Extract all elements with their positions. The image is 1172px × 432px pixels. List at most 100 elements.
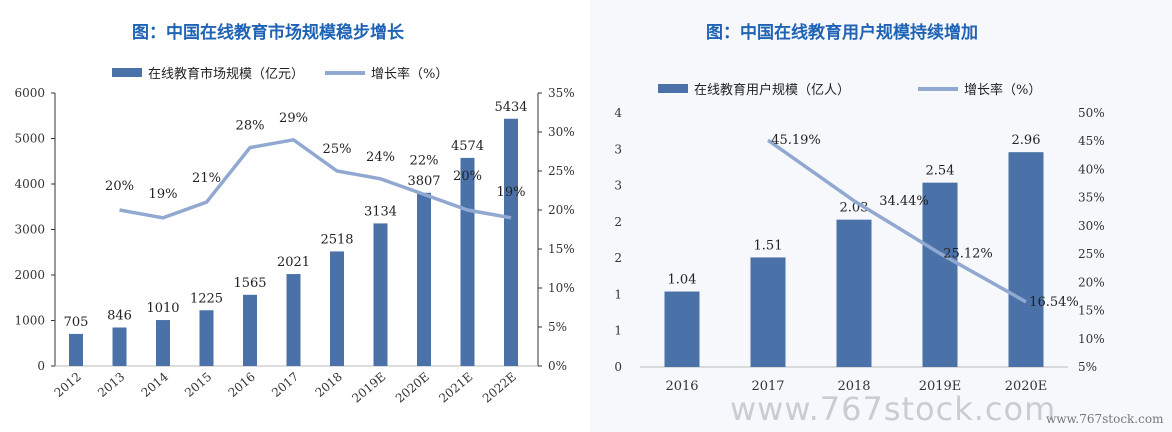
left-tick-label: 2 xyxy=(614,251,622,265)
right-tick-label: 45% xyxy=(1078,134,1105,148)
right-tick-label: 10% xyxy=(1078,332,1105,346)
left-tick-label: 4000 xyxy=(14,177,45,191)
left-tick-label: 1000 xyxy=(14,314,45,328)
growth-rate-label: 19% xyxy=(149,187,178,202)
x-tick-label: 2019E xyxy=(919,379,962,394)
bar-2017 xyxy=(750,257,786,367)
bar-2019E xyxy=(922,182,958,367)
bar-2020E xyxy=(1008,152,1044,367)
x-tick-label: 2013 xyxy=(95,370,127,400)
growth-rate-label: 45.19% xyxy=(771,133,821,148)
bar-value-label: 2.96 xyxy=(1012,133,1041,148)
growth-rate-label: 16.54% xyxy=(1029,295,1079,310)
right-tick-label: 10% xyxy=(548,281,575,295)
legend-line-label: 增长率（%） xyxy=(964,82,1041,98)
right-tick-label: 15% xyxy=(548,242,575,256)
legend-bar-label: 在线教育市场规模（亿元） xyxy=(148,66,304,82)
bar-value-label: 3807 xyxy=(407,174,440,189)
left-tick-label: 3 xyxy=(614,142,622,156)
x-tick-label: 2020E xyxy=(1005,379,1048,394)
bar-value-label: 705 xyxy=(64,315,89,330)
bar-value-label: 1225 xyxy=(190,291,223,306)
right-tick-label: 40% xyxy=(1078,162,1105,176)
legend-line-label: 增长率（%） xyxy=(371,66,448,82)
left-tick-label: 3000 xyxy=(14,223,45,237)
bar-2016 xyxy=(664,291,700,367)
bar-value-label: 1.51 xyxy=(754,238,783,253)
bar-2015 xyxy=(199,310,214,366)
bar-value-label: 1.04 xyxy=(668,273,697,288)
left-tick-label: 2 xyxy=(614,215,622,229)
bar-2017 xyxy=(286,274,301,366)
right-tick-label: 25% xyxy=(1078,247,1105,261)
right-tick-label: 35% xyxy=(1078,191,1105,205)
right-tick-label: 15% xyxy=(1078,304,1105,318)
left-tick-label: 3 xyxy=(614,179,622,193)
x-tick-label: 2014 xyxy=(139,369,172,400)
growth-rate-label: 24% xyxy=(366,150,395,165)
growth-rate-line xyxy=(766,138,1027,304)
left-chart-title: 图：中国在线教育市场规模稳步增长 xyxy=(132,23,404,43)
bar-2018 xyxy=(836,219,872,367)
x-tick-label: 2016 xyxy=(665,379,698,394)
bar-2021E xyxy=(460,157,475,366)
bar-value-label: 846 xyxy=(107,309,132,324)
legend-bar-label: 在线教育用户规模（亿人） xyxy=(694,82,850,98)
right-tick-label: 20% xyxy=(548,203,575,217)
left-tick-label: 1 xyxy=(614,287,622,301)
left-tick-label: 2000 xyxy=(14,268,45,282)
bar-value-label: 2.54 xyxy=(926,164,955,179)
x-tick-label: 2021E xyxy=(436,370,475,406)
right-tick-label: 0% xyxy=(548,359,567,373)
legend-bar-swatch xyxy=(658,84,688,93)
bar-2018 xyxy=(330,251,344,366)
bar-value-label: 5434 xyxy=(494,100,527,115)
legend-bar-swatch xyxy=(112,68,142,77)
right-tick-label: 5% xyxy=(1078,360,1097,374)
watermark-small: www.767stock.com xyxy=(1046,412,1164,426)
bar-value-label: 2021 xyxy=(277,255,310,270)
x-tick-label: 2015 xyxy=(182,370,214,400)
bar-value-label: 3134 xyxy=(364,204,397,219)
x-tick-label: 2017 xyxy=(751,379,784,394)
growth-rate-line xyxy=(119,137,512,220)
x-tick-label: 2020E xyxy=(393,370,432,406)
bar-value-label: 1565 xyxy=(233,276,266,291)
right-tick-label: 30% xyxy=(548,125,575,139)
right-tick-label: 25% xyxy=(548,164,575,178)
x-tick-label: 2016 xyxy=(226,370,258,400)
bar-value-label: 2518 xyxy=(320,232,353,247)
x-tick-label: 2022E xyxy=(480,370,519,406)
watermark: www.767stock.com xyxy=(730,390,1057,428)
growth-rate-label: 21% xyxy=(192,171,221,186)
bar-value-label: 4574 xyxy=(451,139,484,154)
right-tick-label: 50% xyxy=(1078,106,1105,120)
growth-rate-label: 22% xyxy=(410,153,439,168)
x-tick-label: 2019E xyxy=(349,370,388,406)
growth-rate-label: 20% xyxy=(105,179,134,194)
right-tick-label: 20% xyxy=(1078,275,1105,289)
right-tick-label: 5% xyxy=(548,320,567,334)
x-tick-label: 2018 xyxy=(313,370,345,400)
left-tick-label: 6000 xyxy=(14,86,45,100)
bar-2020E xyxy=(417,192,431,366)
growth-rate-label: 25.12% xyxy=(943,246,993,261)
growth-rate-label: 29% xyxy=(279,111,308,126)
bar-2014 xyxy=(156,320,170,366)
bar-value-label: 1010 xyxy=(146,301,179,316)
growth-rate-label: 20% xyxy=(453,169,482,184)
growth-rate-label: 19% xyxy=(497,185,526,200)
x-tick-label: 2018 xyxy=(837,379,870,394)
growth-rate-label: 28% xyxy=(236,119,265,134)
x-tick-label: 2012 xyxy=(52,370,84,400)
left-tick-label: 4 xyxy=(614,106,622,120)
x-tick-label: 2017 xyxy=(269,370,301,400)
right-tick-label: 35% xyxy=(548,86,575,100)
right-tick-label: 30% xyxy=(1078,219,1105,233)
bar-2019E xyxy=(373,223,388,366)
left-tick-label: 5000 xyxy=(14,132,45,146)
right-chart-title: 图：中国在线教育用户规模持续增加 xyxy=(706,23,978,43)
left-tick-label: 1 xyxy=(614,324,622,338)
bar-2012 xyxy=(69,333,83,366)
